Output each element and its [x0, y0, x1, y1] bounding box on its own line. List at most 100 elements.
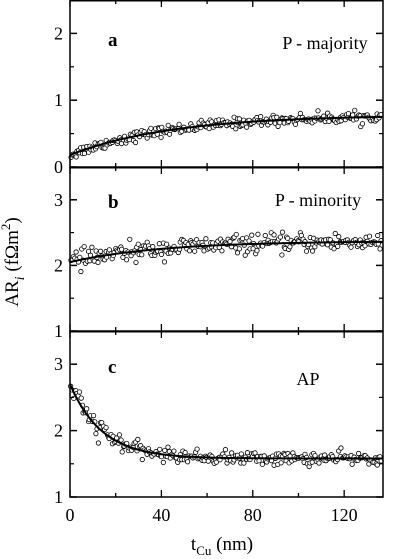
- data-point: [158, 251, 165, 258]
- x-axis-label-main: t: [191, 534, 197, 555]
- data-point: [271, 232, 277, 238]
- y-tick-label: 2: [54, 23, 63, 43]
- y-axis-label-sub: i: [13, 276, 28, 280]
- data-point: [81, 150, 88, 157]
- y-tick-label: 3: [54, 190, 63, 210]
- x-axis-label-sub: Cu: [196, 543, 212, 558]
- data-point: [278, 460, 284, 466]
- data-point: [322, 452, 328, 458]
- data-point: [203, 236, 209, 242]
- data-point: [95, 259, 101, 265]
- data-point: [194, 446, 200, 452]
- data-point: [377, 246, 383, 252]
- y-axis-label-main: AR: [2, 280, 23, 307]
- x-tick-label: 120: [331, 505, 358, 525]
- data-point: [233, 231, 239, 238]
- data-point: [331, 246, 337, 252]
- data-point: [119, 449, 125, 455]
- data-point: [116, 432, 123, 438]
- data-point: [73, 154, 79, 160]
- panel-letter: a: [108, 30, 118, 51]
- data-point: [182, 449, 188, 456]
- y-tick-label: 2: [54, 421, 63, 441]
- data-point: [158, 134, 164, 141]
- panel-a: 0 1 2 a P - majority: [54, 0, 384, 177]
- data-point: [192, 248, 198, 254]
- data-point: [332, 230, 338, 237]
- data-point: [187, 248, 193, 254]
- data-point: [93, 431, 99, 437]
- data-point: [279, 229, 286, 235]
- data-point: [135, 241, 141, 247]
- data-point: [90, 412, 97, 419]
- data-point: [277, 234, 283, 240]
- data-point: [355, 450, 362, 457]
- y-axis-label: ARi (fΩm2): [0, 217, 28, 306]
- panel-label: P - majority: [282, 33, 367, 53]
- data-point: [249, 232, 255, 238]
- data-point: [338, 445, 344, 451]
- x-axis-label-unit: (nm): [211, 534, 253, 555]
- data-point: [349, 461, 355, 467]
- x-tick-label: 0: [66, 505, 75, 525]
- data-point: [185, 459, 191, 465]
- data-point: [336, 234, 342, 240]
- data-point: [345, 110, 351, 117]
- data-point: [156, 241, 162, 247]
- panel-letter: b: [108, 192, 119, 213]
- data-point: [78, 268, 84, 275]
- data-point: [124, 257, 130, 263]
- data-point: [148, 125, 154, 131]
- data-point: [229, 450, 235, 456]
- panel-letter: c: [108, 357, 116, 378]
- data-point: [85, 248, 92, 254]
- data-point: [315, 108, 321, 114]
- data-point: [236, 116, 242, 122]
- data-point: [176, 121, 182, 127]
- data-point: [133, 259, 139, 266]
- data-point: [241, 460, 247, 466]
- panel-c: 1 2 3 c AP 0 40 80 120: [54, 331, 384, 525]
- data-point: [375, 232, 381, 239]
- data-point: [171, 448, 177, 454]
- data-point: [348, 244, 354, 250]
- data-point: [227, 238, 233, 245]
- data-point: [157, 446, 163, 452]
- data-point: [127, 236, 133, 242]
- data-point: [162, 447, 168, 454]
- data-point: [352, 107, 358, 113]
- data-point: [259, 461, 265, 467]
- x-tick-label: 80: [244, 505, 262, 525]
- x-axis-label: tCu (nm): [191, 534, 253, 558]
- data-point: [219, 248, 225, 254]
- data-point: [238, 451, 244, 457]
- data-point: [244, 450, 251, 456]
- data-point: [139, 252, 145, 258]
- y-tick-label: 2: [54, 255, 63, 275]
- data-point: [374, 462, 380, 468]
- data-point: [312, 452, 318, 459]
- data-point: [76, 389, 83, 395]
- data-point: [206, 125, 212, 132]
- data-point: [95, 440, 102, 446]
- panel-label: AP: [296, 369, 319, 389]
- data-point: [89, 244, 95, 250]
- fit-line: [69, 115, 384, 156]
- data-point: [165, 444, 171, 450]
- data-point: [132, 139, 139, 146]
- data-point: [119, 246, 125, 252]
- data-point: [97, 248, 104, 254]
- data-point: [236, 246, 242, 252]
- data-point: [242, 252, 248, 258]
- data-point: [316, 460, 322, 466]
- data-point: [252, 450, 258, 456]
- data-point: [240, 235, 246, 242]
- data-point: [254, 247, 260, 254]
- data-point: [164, 241, 170, 247]
- panel-frame: [69, 331, 384, 498]
- data-point: [309, 248, 316, 254]
- y-axis-label-close: ): [2, 217, 23, 223]
- data-point: [139, 456, 145, 463]
